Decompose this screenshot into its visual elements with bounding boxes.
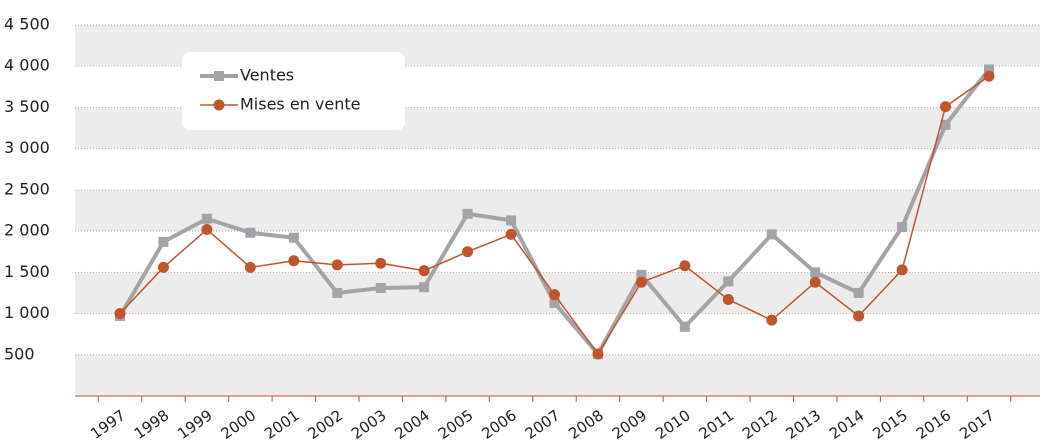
x-tick-label: 1999 (174, 406, 216, 443)
x-tick-label: 2015 (869, 406, 911, 443)
marker (722, 294, 734, 306)
x-tick-label: 2014 (826, 406, 868, 443)
x-tick-label: 2002 (305, 406, 347, 443)
grid-band (75, 354, 1040, 396)
y-tick-label: 3 500 (4, 97, 50, 116)
marker (157, 261, 169, 273)
x-tick-label: 2013 (782, 406, 824, 443)
marker (331, 259, 343, 271)
marker (375, 257, 387, 269)
marker (766, 229, 777, 240)
marker (375, 282, 386, 293)
x-tick-label: 2011 (696, 406, 738, 443)
x-tick-label: 2003 (348, 406, 390, 443)
x-tick-label: 2016 (913, 406, 955, 443)
marker (853, 287, 864, 298)
marker (983, 70, 995, 82)
marker (506, 215, 517, 226)
marker (288, 232, 299, 243)
marker (679, 260, 691, 272)
x-tick-label: 2012 (739, 406, 781, 443)
marker (114, 308, 126, 320)
marker (201, 213, 212, 224)
marker (853, 310, 865, 322)
marker (636, 269, 647, 280)
marker (810, 267, 821, 278)
marker (288, 255, 300, 267)
marker (984, 64, 994, 75)
marker (549, 297, 560, 308)
marker (940, 101, 952, 113)
marker (766, 314, 778, 326)
marker (635, 276, 647, 288)
y-tick-label: 1 000 (4, 303, 50, 322)
x-tick-label: 2001 (261, 406, 303, 443)
x-tick-label: 2008 (565, 406, 607, 443)
x-tick-label: 2006 (478, 406, 520, 443)
y-tick-label: 2 500 (4, 179, 50, 198)
y-tick-label: 4 000 (4, 56, 50, 75)
marker (462, 246, 474, 258)
x-tick-label: 2017 (956, 406, 998, 443)
marker (158, 236, 169, 247)
y-tick-label: 500 (4, 344, 35, 363)
legend-label: Mises en vente (240, 95, 361, 114)
marker (679, 321, 690, 332)
marker (505, 228, 517, 240)
marker (244, 261, 256, 273)
legend-label: Ventes (240, 66, 294, 85)
marker (940, 119, 951, 130)
marker (896, 264, 908, 276)
y-tick-label: 3 000 (4, 138, 50, 157)
x-tick-label: 1998 (131, 406, 173, 443)
marker (201, 223, 213, 235)
marker (723, 276, 734, 287)
marker (419, 282, 430, 293)
x-tick-label: 2000 (218, 406, 260, 443)
legend-marker (214, 71, 224, 81)
x-tick-label: 2009 (609, 406, 651, 443)
x-tick-label: 2010 (652, 406, 694, 443)
y-tick-label: 1 500 (4, 262, 50, 281)
legend-marker (213, 99, 225, 111)
y-tick-label: 2 000 (4, 221, 50, 240)
x-tick-label: 2004 (391, 406, 433, 443)
marker (549, 289, 560, 301)
marker (332, 287, 343, 298)
marker (809, 276, 821, 288)
marker (462, 208, 473, 219)
grid-band (75, 189, 1040, 232)
y-tick-label: 4 500 (4, 15, 50, 34)
legend-box (182, 52, 405, 130)
marker (592, 348, 604, 360)
marker (897, 221, 908, 232)
x-tick-label: 2005 (435, 406, 477, 443)
x-tick-label: 1997 (87, 406, 129, 443)
marker (245, 227, 256, 238)
marker (418, 265, 430, 277)
x-tick-label: 2007 (522, 406, 564, 443)
